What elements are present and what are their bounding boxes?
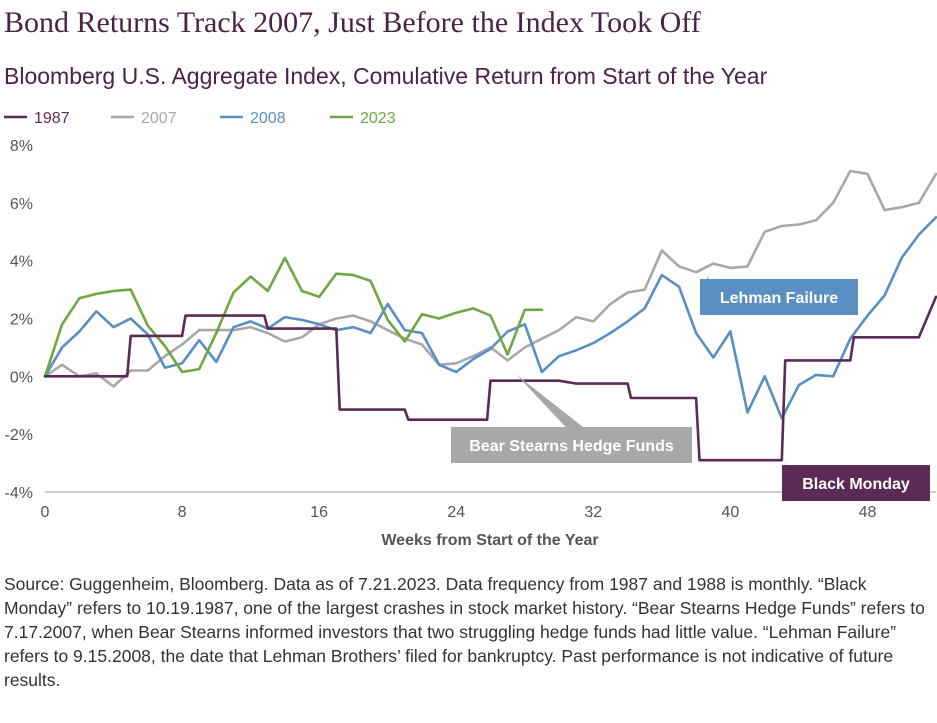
callout-box [451, 427, 692, 463]
callout-bear: Bear Stearns Hedge Funds [451, 374, 692, 463]
x-tick-label: 8 [178, 504, 187, 521]
legend: 1987 2007 2008 2023 [4, 110, 396, 127]
x-tick-label: 48 [859, 504, 877, 521]
line-chart: 1987 2007 2008 2023 8% 6% 4% 2% 0% -2% -4% 0 8 16 24… [4, 110, 937, 549]
series-line-2008 [43, 216, 937, 420]
callout-label: Bear Stearns Hedge Funds [469, 438, 674, 455]
legend-label-2008: 2008 [250, 110, 286, 127]
x-tick-label: 16 [310, 504, 328, 521]
annotation-layer: Lehman Failure Bear Stearns Hedge Funds Bl… [451, 275, 930, 501]
source-note: Source: Guggenheim, Bloomberg. Data as o… [4, 574, 925, 690]
series-line-1987 [43, 295, 937, 462]
x-axis: 0 8 16 24 32 40 48 [41, 491, 936, 521]
x-tick-label: 40 [721, 504, 739, 521]
y-tick-label: -2% [5, 427, 33, 444]
callout-label: Lehman Failure [720, 290, 838, 307]
y-axis: 8% 6% 4% 2% 0% -2% -4% [5, 138, 33, 502]
callout-lehman: Lehman Failure [700, 275, 858, 315]
chart-subtitle: Bloomberg U.S. Aggregate Index, Comulati… [4, 63, 768, 89]
y-tick-label: -4% [5, 485, 33, 502]
y-tick-label: 4% [10, 254, 33, 271]
x-tick-label: 0 [41, 504, 50, 521]
series-line-2023 [43, 256, 544, 378]
y-tick-label: 6% [10, 196, 33, 213]
x-tick-label: 32 [584, 504, 602, 521]
callout-box [782, 465, 930, 501]
y-tick-label: 0% [10, 369, 33, 386]
legend-label-1987: 1987 [34, 110, 70, 127]
x-tick-label: 24 [447, 504, 465, 521]
series-line-2007 [43, 169, 937, 388]
legend-label-2007: 2007 [141, 110, 177, 127]
callout-box [700, 279, 858, 315]
y-tick-label: 2% [10, 312, 33, 329]
callout-black: Black Monday [782, 460, 930, 501]
legend-label-2023: 2023 [360, 110, 396, 127]
callout-pointer [516, 374, 586, 429]
x-axis-label: Weeks from Start of the Year [381, 532, 598, 549]
y-tick-label: 8% [10, 138, 33, 155]
series-layer [43, 169, 937, 462]
chart-title: Bond Returns Track 2007, Just Before the… [4, 6, 701, 39]
callout-label: Black Monday [802, 476, 910, 493]
